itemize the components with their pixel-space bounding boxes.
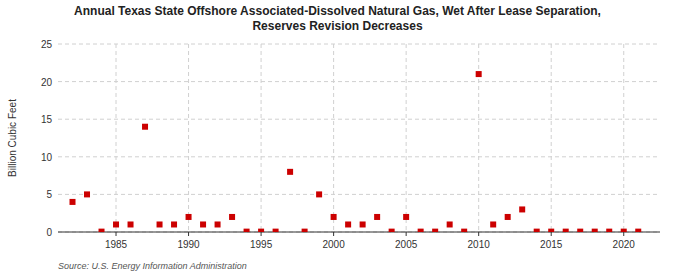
x-tick-label: 2010 xyxy=(468,239,491,250)
point xyxy=(302,229,308,232)
point xyxy=(215,221,221,227)
point xyxy=(505,214,511,220)
point xyxy=(157,221,163,227)
point xyxy=(432,229,438,232)
x-tick-label: 2020 xyxy=(613,239,636,250)
y-tick-label: 5 xyxy=(46,189,52,200)
grid-line xyxy=(58,44,660,45)
point xyxy=(200,221,206,227)
point xyxy=(548,229,554,232)
point xyxy=(403,214,409,220)
grid-line xyxy=(188,44,189,232)
points xyxy=(70,71,642,232)
point xyxy=(606,229,612,232)
x-tick-label: 2015 xyxy=(540,239,563,250)
point xyxy=(592,229,598,232)
x-axis-line xyxy=(58,232,660,233)
point xyxy=(273,229,279,232)
point xyxy=(128,221,134,227)
title-line: Annual Texas State Offshore Associated-D… xyxy=(74,4,601,18)
point xyxy=(287,169,293,175)
point xyxy=(577,229,583,232)
point xyxy=(621,229,627,232)
grid-line xyxy=(58,119,660,120)
chart: Annual Texas State Offshore Associated-D… xyxy=(0,0,675,275)
x-tick xyxy=(551,232,552,236)
point xyxy=(84,191,90,197)
point xyxy=(258,229,264,232)
point xyxy=(447,221,453,227)
point xyxy=(374,214,380,220)
point xyxy=(171,221,177,227)
grid-line xyxy=(116,44,117,232)
point xyxy=(244,229,250,232)
point xyxy=(316,191,322,197)
grid-line xyxy=(623,44,624,232)
point xyxy=(635,229,641,232)
grid-line xyxy=(58,81,660,82)
point xyxy=(331,214,337,220)
grid-line xyxy=(551,44,552,232)
point xyxy=(360,221,366,227)
point xyxy=(490,221,496,227)
point xyxy=(70,199,76,205)
x-tick xyxy=(116,232,117,236)
x-tick-label: 2005 xyxy=(395,239,418,250)
title: Annual Texas State Offshore Associated-D… xyxy=(74,4,601,33)
point xyxy=(113,221,119,227)
point xyxy=(229,214,235,220)
x-tick xyxy=(623,232,624,236)
point xyxy=(186,214,192,220)
y-tick-label: 25 xyxy=(41,39,53,50)
y-tick-label: 10 xyxy=(41,152,53,163)
point xyxy=(142,124,148,130)
x-tick xyxy=(478,232,479,236)
x-tick-label: 1995 xyxy=(250,239,273,250)
x-tick xyxy=(406,232,407,236)
y-axis-label: Billion Cubic Feet xyxy=(7,99,18,177)
grid-line xyxy=(58,194,660,195)
grid-line xyxy=(58,156,660,157)
x-tick xyxy=(333,232,334,236)
x-tick-label: 2000 xyxy=(322,239,345,250)
y-tick-label: 15 xyxy=(41,114,53,125)
x-tick-label: 1985 xyxy=(105,239,128,250)
point xyxy=(519,206,525,212)
grid-line xyxy=(261,44,262,232)
point xyxy=(476,71,482,77)
grid-line xyxy=(333,44,334,232)
point xyxy=(418,229,424,232)
x-tick xyxy=(261,232,262,236)
x-tick-label: 1990 xyxy=(177,239,200,250)
grid-line xyxy=(58,232,660,233)
y-tick-label: 20 xyxy=(41,77,53,88)
point xyxy=(345,221,351,227)
title-line: Reserves Revision Decreases xyxy=(252,19,422,33)
point xyxy=(461,229,467,232)
y-tick-label: 0 xyxy=(46,227,52,238)
point xyxy=(563,229,569,232)
source-note: Source: U.S. Energy Information Administ… xyxy=(58,261,247,271)
point xyxy=(99,229,105,232)
x-tick xyxy=(188,232,189,236)
grid xyxy=(58,44,660,232)
point xyxy=(389,229,395,232)
point xyxy=(534,229,540,232)
grid-line xyxy=(406,44,407,232)
